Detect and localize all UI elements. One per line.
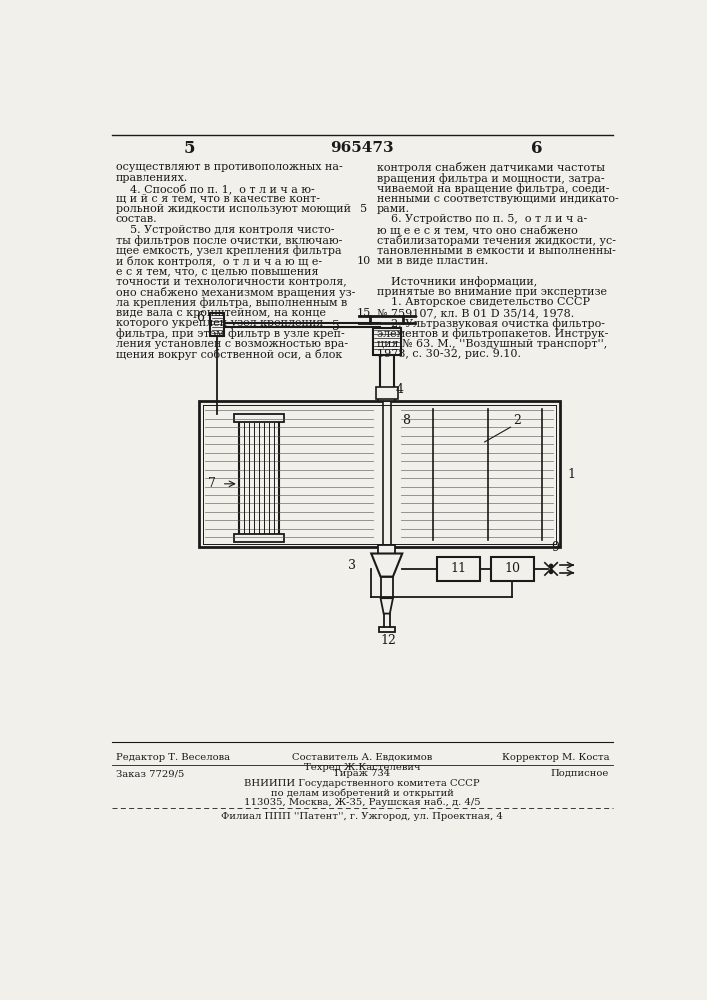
Text: рами.: рами.: [377, 204, 410, 214]
Bar: [437, 557, 480, 581]
Text: 5. Устройство для контроля чисто-: 5. Устройство для контроля чисто-: [115, 225, 334, 235]
Text: 2. Ультразвуковая очистка фильтро-: 2. Ультразвуковая очистка фильтро-: [377, 318, 604, 329]
Text: щ и й с я тем, что в качестве конт-: щ и й с я тем, что в качестве конт-: [115, 194, 320, 204]
Text: рольной жидкости используют моющий: рольной жидкости используют моющий: [115, 204, 351, 214]
Bar: [491, 557, 534, 581]
Text: щее емкость, узел крепления фильтра: щее емкость, узел крепления фильтра: [115, 246, 341, 256]
Text: чиваемой на вращение фильтра, соеди-: чиваемой на вращение фильтра, соеди-: [377, 183, 609, 194]
Text: ненными с соответствующими индикато-: ненными с соответствующими индикато-: [377, 194, 619, 204]
Text: 2: 2: [513, 414, 521, 427]
Text: ВНИИПИ Государственного комитета СССР: ВНИИПИ Государственного комитета СССР: [244, 779, 480, 788]
Text: ю щ е е с я тем, что оно снабжено: ю щ е е с я тем, что оно снабжено: [377, 225, 578, 236]
Text: 4. Способ по п. 1,  о т л и ч а ю-: 4. Способ по п. 1, о т л и ч а ю-: [115, 183, 314, 194]
Text: осуществляют в противоположных на-: осуществляют в противоположных на-: [115, 162, 342, 172]
Text: оно снабжено механизмом вращения уз-: оно снабжено механизмом вращения уз-: [115, 287, 355, 298]
Text: ления установлен с возможностью вра-: ления установлен с возможностью вра-: [115, 339, 348, 349]
Text: Подписное: Подписное: [551, 769, 609, 778]
Bar: [380, 355, 394, 401]
Polygon shape: [380, 598, 393, 614]
Bar: [239, 420, 279, 536]
Text: вращения фильтра и мощности, затра-: вращения фильтра и мощности, затра-: [377, 173, 604, 184]
Text: 5: 5: [332, 320, 340, 333]
Bar: [199, 401, 559, 547]
Text: Источники информации,: Источники информации,: [377, 277, 537, 287]
Text: 10: 10: [505, 562, 520, 575]
Text: 1: 1: [567, 468, 575, 481]
Text: 12: 12: [380, 634, 396, 647]
Text: принятые во внимание при экспертизе: принятые во внимание при экспертизе: [377, 287, 607, 297]
Bar: [378, 545, 395, 554]
Bar: [380, 577, 393, 598]
Text: 15: 15: [356, 308, 370, 318]
Text: ты фильтров после очистки, включаю-: ты фильтров после очистки, включаю-: [115, 235, 342, 246]
Polygon shape: [371, 554, 402, 577]
Text: 1. Авторское свидетельство СССР: 1. Авторское свидетельство СССР: [377, 297, 590, 307]
Text: 965473: 965473: [330, 141, 394, 155]
Text: 10: 10: [356, 256, 370, 266]
Text: состав.: состав.: [115, 214, 157, 224]
Text: виде вала с кронштейном, на конце: виде вала с кронштейном, на конце: [115, 308, 325, 318]
Text: Составитель А. Евдокимов: Составитель А. Евдокимов: [292, 753, 432, 762]
Text: фильтра, при этом фильтр в узле креп-: фильтра, при этом фильтр в узле креп-: [115, 329, 344, 339]
Text: ция № 63. М., ''Воздушный транспорт'',: ция № 63. М., ''Воздушный транспорт'',: [377, 339, 607, 349]
Text: 5: 5: [360, 204, 367, 214]
Bar: [383, 401, 391, 559]
Text: 7: 7: [208, 477, 216, 490]
Text: Филиал ППП ''Патент'', г. Ужгород, ул. Проектная, 4: Филиал ППП ''Патент'', г. Ужгород, ул. П…: [221, 812, 503, 821]
Bar: [234, 414, 284, 422]
Text: правлениях.: правлениях.: [115, 173, 188, 183]
Bar: [234, 534, 284, 542]
Bar: [379, 627, 395, 632]
Text: 11: 11: [450, 562, 467, 575]
Text: контроля снабжен датчиками частоты: контроля снабжен датчиками частоты: [377, 162, 604, 173]
Circle shape: [549, 564, 553, 567]
Text: 9: 9: [551, 541, 559, 554]
Text: и блок контроля,  о т л и ч а ю щ е-: и блок контроля, о т л и ч а ю щ е-: [115, 256, 322, 267]
Text: щения вокруг собственной оси, а блок: щения вокруг собственной оси, а блок: [115, 349, 341, 360]
Text: 113035, Москва, Ж-35, Раушская наб., д. 4/5: 113035, Москва, Ж-35, Раушская наб., д. …: [244, 798, 480, 807]
Text: е с я тем, что, с целью повышения: е с я тем, что, с целью повышения: [115, 266, 318, 276]
Text: точности и технологичности контроля,: точности и технологичности контроля,: [115, 277, 346, 287]
Text: Редактор Т. Веселова: Редактор Т. Веселова: [115, 753, 230, 762]
Text: тановленными в емкости и выполненны-: тановленными в емкости и выполненны-: [377, 246, 616, 256]
Text: Тираж 734: Тираж 734: [333, 769, 390, 778]
Text: Техред Ж.Кастелевич: Техред Ж.Кастелевич: [303, 763, 420, 772]
Text: 4: 4: [396, 383, 404, 396]
Bar: [373, 328, 401, 355]
Text: 5: 5: [183, 140, 195, 157]
Text: ми в виде пластин.: ми в виде пластин.: [377, 256, 488, 266]
Text: элементов и фильтропакетов. Инструк-: элементов и фильтропакетов. Инструк-: [377, 329, 608, 339]
Text: 6: 6: [196, 311, 204, 324]
Text: по делам изобретений и открытий: по делам изобретений и открытий: [271, 788, 453, 798]
Bar: [210, 313, 224, 336]
Text: 8: 8: [402, 414, 410, 427]
Text: Корректор М. Коста: Корректор М. Коста: [501, 753, 609, 762]
Text: стабилизаторами течения жидкости, ус-: стабилизаторами течения жидкости, ус-: [377, 235, 616, 246]
Text: которого укреплен узел крепления: которого укреплен узел крепления: [115, 318, 323, 328]
Text: Заказ 7729/5: Заказ 7729/5: [115, 769, 184, 778]
Text: 6. Устройство по п. 5,  о т л и ч а-: 6. Устройство по п. 5, о т л и ч а-: [377, 214, 587, 224]
Circle shape: [549, 570, 553, 574]
Bar: [376, 387, 397, 399]
Text: 1978, с. 30-32, рис. 9.10.: 1978, с. 30-32, рис. 9.10.: [377, 349, 520, 359]
Text: 3: 3: [348, 559, 356, 572]
Text: № 759107, кл. В 01 D 35/14, 1978.: № 759107, кл. В 01 D 35/14, 1978.: [377, 308, 574, 318]
Text: ла крепления фильтра, выполненным в: ла крепления фильтра, выполненным в: [115, 297, 346, 308]
Bar: [378, 392, 395, 401]
Text: 6: 6: [530, 140, 542, 157]
